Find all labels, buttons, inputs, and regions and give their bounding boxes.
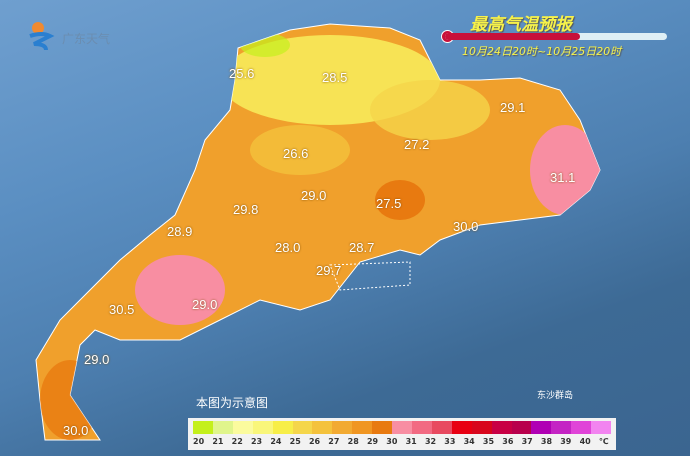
legend-swatch (551, 421, 572, 434)
temp-label: 31.1 (550, 170, 576, 185)
temp-label: 29.0 (301, 188, 327, 203)
temp-label: 29.8 (233, 202, 259, 217)
temp-label: 29.1 (500, 100, 526, 115)
legend-swatch (312, 421, 333, 434)
legend-label: 31 (405, 437, 417, 446)
legend-swatch (372, 421, 393, 434)
legend-swatch (352, 421, 373, 434)
legend-label: 29 (366, 437, 379, 446)
legend-label: 22 (231, 437, 243, 446)
legend-label: 38 (540, 437, 553, 446)
legend-label: 33 (444, 437, 456, 446)
legend-swatch (431, 421, 452, 434)
temperature-legend: 20 21 22 23 24 25 26 27 28 29 30 31 32 33 34 35 36 37 38 39… (188, 418, 616, 450)
map-title: 最高气温预报 (470, 15, 572, 35)
legend-label: 36 (502, 437, 514, 446)
temp-label: 29.0 (84, 352, 110, 367)
legend-label: 32 (424, 437, 437, 446)
legend-label: 37 (521, 437, 533, 446)
temp-label: 27.2 (404, 137, 430, 152)
legend-swatch (531, 421, 552, 434)
legend-swatch (252, 421, 273, 434)
temp-label: 28.0 (275, 240, 301, 255)
temp-label: 30.0 (63, 423, 89, 438)
temp-label: 30.5 (109, 302, 135, 317)
legend-label: 20 (193, 437, 205, 446)
schematic-note: 本图为示意图 (196, 396, 269, 410)
guangdong-weather-logo-icon (29, 22, 55, 51)
legend-swatch (411, 421, 432, 434)
temp-label: 29.7 (316, 263, 342, 278)
thermometer-bar (445, 33, 667, 40)
legend-swatch (392, 421, 412, 434)
legend-label: 39 (560, 437, 572, 446)
legend-label: 23 (250, 437, 263, 446)
legend-label: 24 (270, 437, 282, 446)
temp-label: 30.0 (453, 219, 479, 234)
legend-swatch (591, 421, 612, 434)
legend-label: 27 (328, 437, 340, 446)
dongsha-islands-label: 东沙群岛 (537, 391, 574, 401)
legend-label: 26 (308, 437, 321, 446)
legend-swatch (272, 421, 293, 434)
temp-label: 28.5 (322, 70, 348, 85)
legend-swatch (332, 421, 353, 434)
legend-swatch (232, 421, 253, 434)
temp-label: 28.9 (167, 224, 193, 239)
legend-label: 35 (482, 437, 495, 446)
temp-label: 27.5 (376, 196, 402, 211)
legend-label: 30 (386, 437, 398, 446)
legend-label: 40 (579, 437, 591, 446)
legend-swatch (292, 421, 313, 434)
forecast-period: 10月24日20时~10月25日20时 (462, 45, 622, 58)
temp-label: 29.0 (192, 297, 218, 312)
legend-swatch (451, 421, 472, 434)
temp-label: 26.6 (283, 146, 309, 161)
legend-swatch (491, 421, 512, 434)
legend-label: 28 (347, 437, 359, 446)
temp-label: 25.6 (229, 66, 255, 81)
logo-text: 广东天气 (62, 32, 111, 46)
legend-swatch (571, 421, 592, 434)
legend-label: 21 (212, 437, 224, 446)
legend-label: 34 (463, 437, 475, 446)
legend-swatch (212, 421, 233, 434)
legend-unit: ℃ (598, 437, 609, 446)
legend-swatch (471, 421, 492, 434)
legend-label: 25 (289, 437, 301, 446)
legend-swatch (193, 421, 213, 434)
legend-swatch (511, 421, 532, 434)
temp-label: 28.7 (349, 240, 375, 255)
